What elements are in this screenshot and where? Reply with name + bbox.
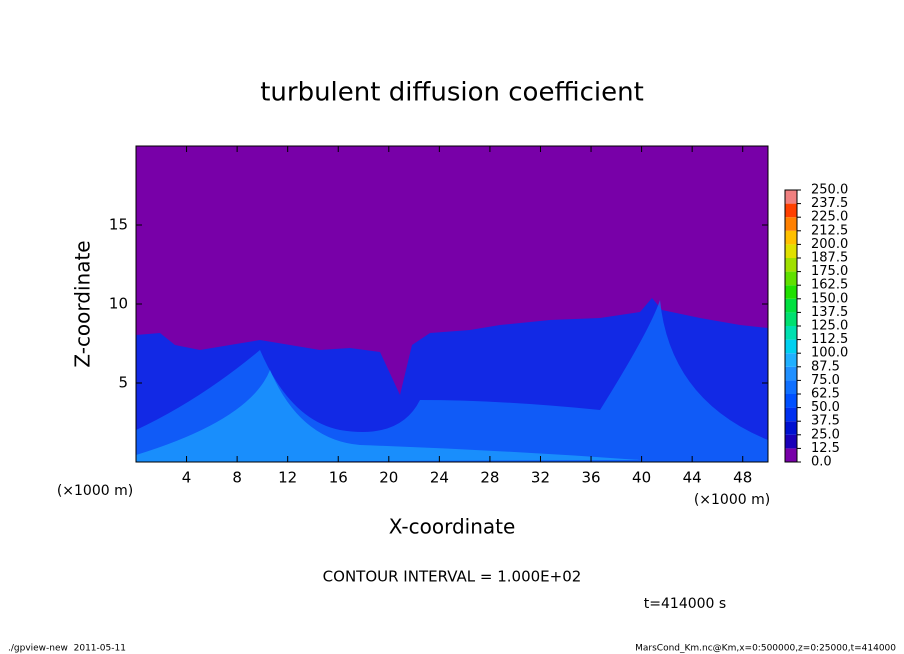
- colorbar-label: 225.0: [811, 210, 848, 225]
- time-note: t=414000 s: [644, 596, 726, 612]
- field-sketch: [136, 298, 768, 462]
- colorbar-label: 12.5: [811, 441, 840, 456]
- x-tick-label: 48: [733, 469, 752, 487]
- x-tick-label: 24: [430, 469, 449, 487]
- colorbar-label: 50.0: [811, 400, 840, 415]
- colorbar-label: 237.5: [811, 196, 848, 211]
- y-tick-label: 15: [109, 216, 128, 234]
- colorbar-label: 87.5: [811, 359, 840, 374]
- x-tick-label: 36: [581, 469, 600, 487]
- colorbar-label: 137.5: [811, 305, 848, 320]
- colorbar-label: 62.5: [811, 387, 840, 402]
- footer-left: ./gpview-new 2011-05-11: [8, 644, 126, 654]
- colorbar-label: 200.0: [811, 237, 848, 252]
- x-tick-label: 32: [531, 469, 550, 487]
- chart-title: turbulent diffusion coefficient: [260, 78, 644, 108]
- footer-right: MarsCond_Km.nc@Km,x=0:500000,z=0:25000,t…: [635, 644, 896, 654]
- colorbar-box: [785, 271, 797, 286]
- colorbar-label: 37.5: [811, 414, 840, 429]
- x-tick-label: 40: [632, 469, 651, 487]
- colorbar-box: [785, 244, 797, 258]
- colorbar-box: [785, 190, 797, 204]
- x-tick-label: 8: [232, 469, 242, 487]
- colorbar-box: [785, 312, 797, 326]
- colorbar-box: [785, 203, 797, 218]
- colorbar-box: [785, 230, 797, 245]
- y-unit: (×1000 m): [57, 483, 133, 499]
- colorbar-box: [785, 353, 797, 367]
- colorbar-label: 75.0: [811, 373, 840, 388]
- colorbar-box: [785, 217, 797, 231]
- colorbar-label: 125.0: [811, 319, 848, 334]
- colorbar-box: [785, 434, 797, 449]
- colorbar-label: 0.0: [811, 455, 832, 470]
- y-axis-label: Z-coordinate: [71, 240, 95, 367]
- y-tick-label: 10: [109, 295, 128, 313]
- colorbar-label: 150.0: [811, 291, 848, 306]
- x-axis-label: X-coordinate: [389, 515, 516, 539]
- colorbar-label: 100.0: [811, 346, 848, 361]
- x-tick-label: 12: [278, 469, 297, 487]
- contour-note: CONTOUR INTERVAL = 1.000E+02: [323, 568, 582, 586]
- colorbar-box: [785, 448, 797, 462]
- x-tick-label: 16: [329, 469, 348, 487]
- x-tick-label: 4: [182, 469, 192, 487]
- x-tick-label: 28: [480, 469, 499, 487]
- x-unit: (×1000 m): [694, 492, 770, 508]
- colorbar-box: [785, 298, 797, 313]
- colorbar-label: 25.0: [811, 427, 840, 442]
- colorbar-label: 212.5: [811, 223, 848, 238]
- colorbar-label: 162.5: [811, 278, 848, 293]
- colorbar-box: [785, 326, 797, 340]
- colorbar-label: 187.5: [811, 251, 848, 266]
- colorbar-box: [785, 258, 797, 272]
- y-tick-label: 5: [118, 374, 128, 392]
- colorbar-box: [785, 339, 797, 354]
- colorbar-box: [785, 421, 797, 435]
- colorbar-label: 175.0: [811, 264, 848, 279]
- colorbar-box: [785, 394, 797, 408]
- x-tick-label: 20: [379, 469, 398, 487]
- field-region: [136, 370, 640, 462]
- colorbar-label: 112.5: [811, 332, 848, 347]
- colorbar-label: 250.0: [811, 183, 848, 198]
- x-tick-label: 44: [683, 469, 702, 487]
- colorbar-box: [785, 380, 797, 394]
- colorbar-box: [785, 366, 797, 381]
- colorbar-box: [785, 285, 797, 299]
- colorbar-box: [785, 407, 797, 422]
